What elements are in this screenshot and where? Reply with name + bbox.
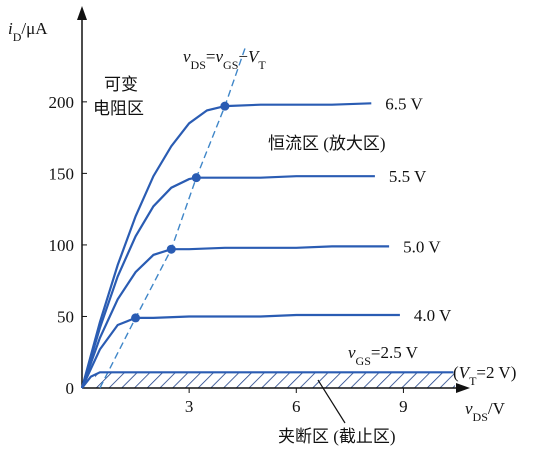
- y-axis-arrow: [77, 6, 87, 20]
- annotation-part: V: [248, 47, 261, 66]
- annotation-part: 恒流区 (放大区): [268, 134, 386, 153]
- cutoff-region: [95, 372, 455, 388]
- x-tick-label: 3: [185, 397, 194, 416]
- annotation-part: (: [453, 363, 459, 382]
- annotation-part: GS: [356, 354, 371, 368]
- annotation: vDS=vGS−VT: [183, 47, 266, 72]
- annotation: 电阻区: [93, 99, 144, 118]
- curve: [80, 245, 390, 389]
- annotation-part: v: [183, 47, 191, 66]
- knee-point: [191, 173, 201, 183]
- annotation: vGS=2.5 V: [348, 343, 419, 368]
- pointer-line: [317, 379, 346, 424]
- annotation-part: =: [206, 47, 216, 66]
- y-tick-label: 50: [57, 307, 74, 326]
- curve: [80, 175, 375, 389]
- annotation-part: 电阻区: [93, 99, 144, 118]
- annotation-part: 夹断区 (截止区): [278, 427, 396, 446]
- y-tick-label: 200: [49, 93, 75, 112]
- annotation: 恒流区 (放大区): [268, 134, 386, 153]
- annotation-part: D: [13, 30, 22, 44]
- y-tick-label: 150: [49, 164, 75, 183]
- y-tick-label: 100: [49, 236, 75, 255]
- annotation-part: T: [258, 58, 266, 72]
- annotation-part: =2.5 V: [371, 343, 419, 362]
- knee-point: [220, 101, 230, 111]
- curve-label: 5.0 V: [403, 237, 441, 256]
- annotation-part: −: [238, 47, 248, 66]
- annotation: (VT=2 V): [453, 363, 516, 388]
- annotation-part: v: [348, 343, 356, 362]
- annotation-part: T: [469, 374, 477, 388]
- annotation-part: v: [465, 399, 473, 418]
- knee-point: [166, 244, 176, 254]
- annotation-part: =2 V): [476, 363, 516, 382]
- annotation: iD/μA: [8, 19, 48, 44]
- y-tick-label: 0: [66, 379, 75, 398]
- annotation: 夹断区 (截止区): [278, 427, 396, 446]
- curve-label: 4.0 V: [414, 306, 452, 325]
- annotation-part: DS: [473, 410, 488, 424]
- curve: [81, 371, 454, 389]
- curve: [81, 313, 400, 389]
- curve-label: 6.5 V: [385, 94, 423, 113]
- annotation-part: GS: [223, 58, 238, 72]
- annotation-part: i: [8, 19, 13, 38]
- annotation: 可变: [104, 75, 138, 94]
- annotation-part: /μA: [21, 19, 48, 38]
- annotation: vDS/V: [465, 399, 506, 424]
- knee-point: [131, 313, 141, 323]
- x-axis-arrow: [456, 383, 470, 393]
- annotation-part: /V: [488, 399, 506, 418]
- curve-label: 5.5 V: [389, 167, 427, 186]
- saturation-boundary: [99, 44, 247, 389]
- annotation-part: 可变: [104, 75, 138, 94]
- annotation-part: DS: [191, 58, 206, 72]
- x-tick-label: 6: [292, 397, 301, 416]
- curve: [80, 102, 372, 389]
- annotation-part: V: [459, 363, 472, 382]
- annotation-part: v: [215, 47, 223, 66]
- x-tick-label: 9: [399, 397, 408, 416]
